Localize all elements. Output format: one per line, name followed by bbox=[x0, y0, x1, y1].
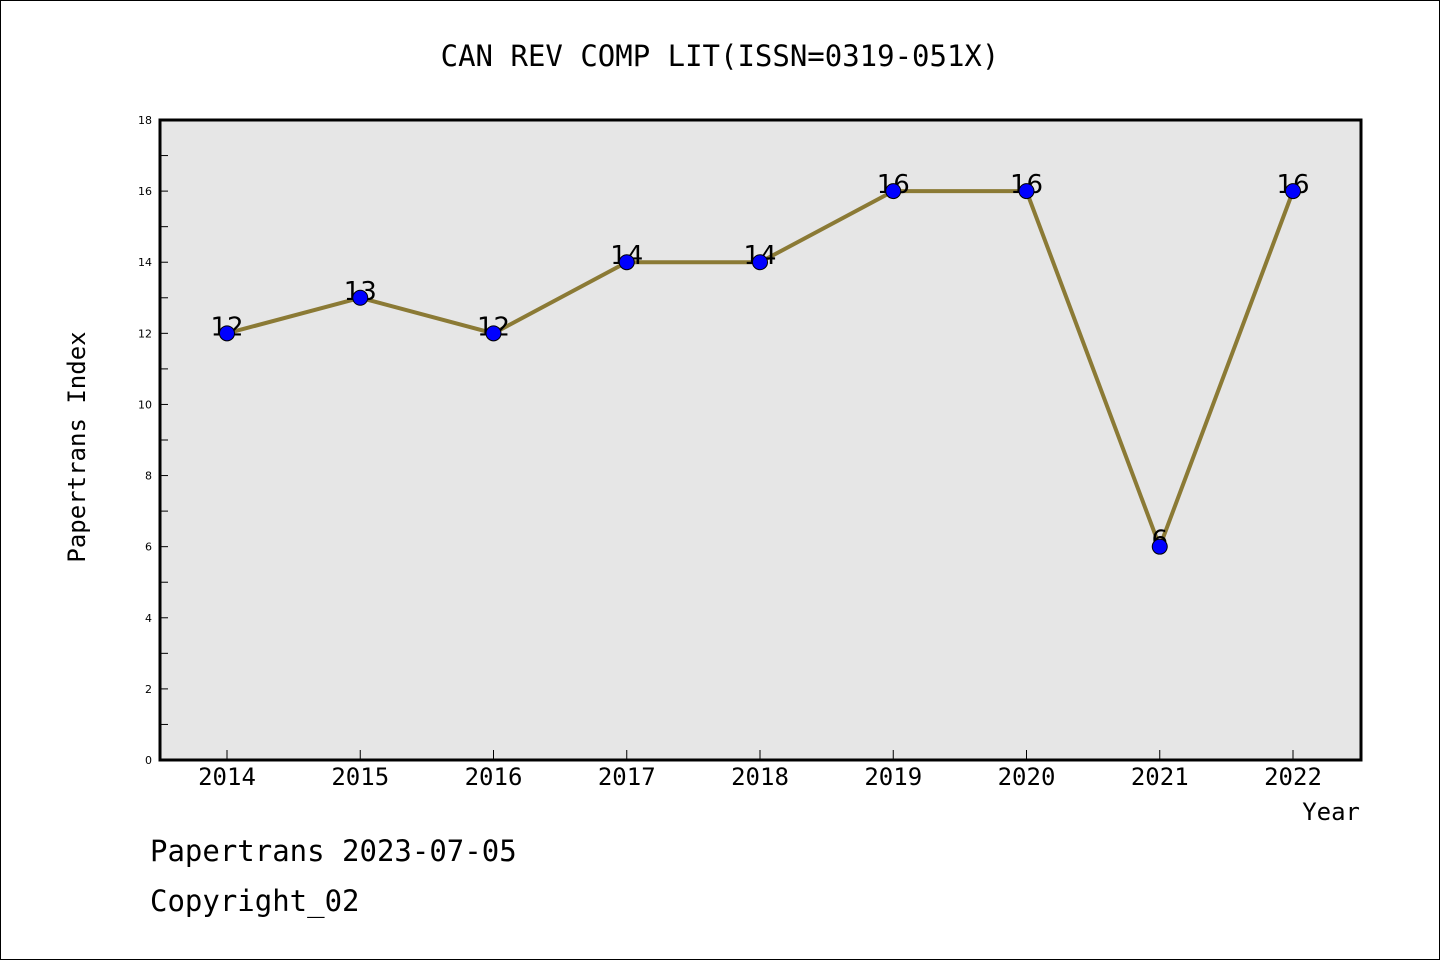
x-axis-label: Year bbox=[1302, 798, 1360, 826]
x-tick-label: 2015 bbox=[331, 763, 389, 791]
x-tick-label: 2016 bbox=[465, 763, 523, 791]
x-tick-label: 2014 bbox=[198, 763, 256, 791]
x-tick-label: 2018 bbox=[731, 763, 789, 791]
x-tick-label: 2019 bbox=[864, 763, 922, 791]
chart-title: CAN REV COMP LIT(ISSN=0319-051X) bbox=[441, 39, 1000, 73]
y-tick-label: 10 bbox=[138, 398, 152, 411]
footer-date: Papertrans 2023-07-05 bbox=[150, 834, 517, 868]
footer-copyright: Copyright_02 bbox=[150, 884, 360, 918]
x-axis: 2014 2015 2016 2017 2018 2019 2020 2021 2022 bbox=[198, 750, 1322, 791]
plot-border bbox=[158, 118, 1363, 762]
x-tick-label: 2021 bbox=[1131, 763, 1189, 791]
data-point bbox=[752, 254, 768, 271]
x-tick-label: 2022 bbox=[1264, 763, 1322, 791]
y-tick-label: 2 bbox=[145, 683, 152, 696]
data-point bbox=[485, 325, 502, 342]
data-point bbox=[618, 254, 635, 271]
y-tick-label: 0 bbox=[145, 754, 152, 767]
data-point bbox=[219, 325, 235, 342]
x-tick-label: 2017 bbox=[598, 763, 656, 791]
x-tick-label: 2020 bbox=[998, 763, 1056, 791]
data-points bbox=[219, 183, 1301, 555]
data-point bbox=[1151, 538, 1168, 555]
y-axis-label: Papertrans Index bbox=[63, 331, 91, 562]
y-tick-label: 4 bbox=[145, 612, 152, 625]
y-tick-label: 16 bbox=[138, 185, 152, 198]
data-point bbox=[885, 183, 902, 200]
y-tick-label: 14 bbox=[138, 256, 152, 269]
y-tick-label: 8 bbox=[145, 470, 152, 483]
y-axis: 0 2 4 6 8 10 12 14 16 18 bbox=[138, 114, 168, 767]
plot-area bbox=[160, 120, 1361, 760]
data-point bbox=[1018, 183, 1035, 200]
y-tick-label: 6 bbox=[145, 541, 152, 554]
y-tick-label: 12 bbox=[138, 327, 152, 340]
data-point bbox=[1285, 183, 1301, 200]
data-point bbox=[352, 289, 369, 306]
y-tick-label: 18 bbox=[138, 114, 152, 127]
